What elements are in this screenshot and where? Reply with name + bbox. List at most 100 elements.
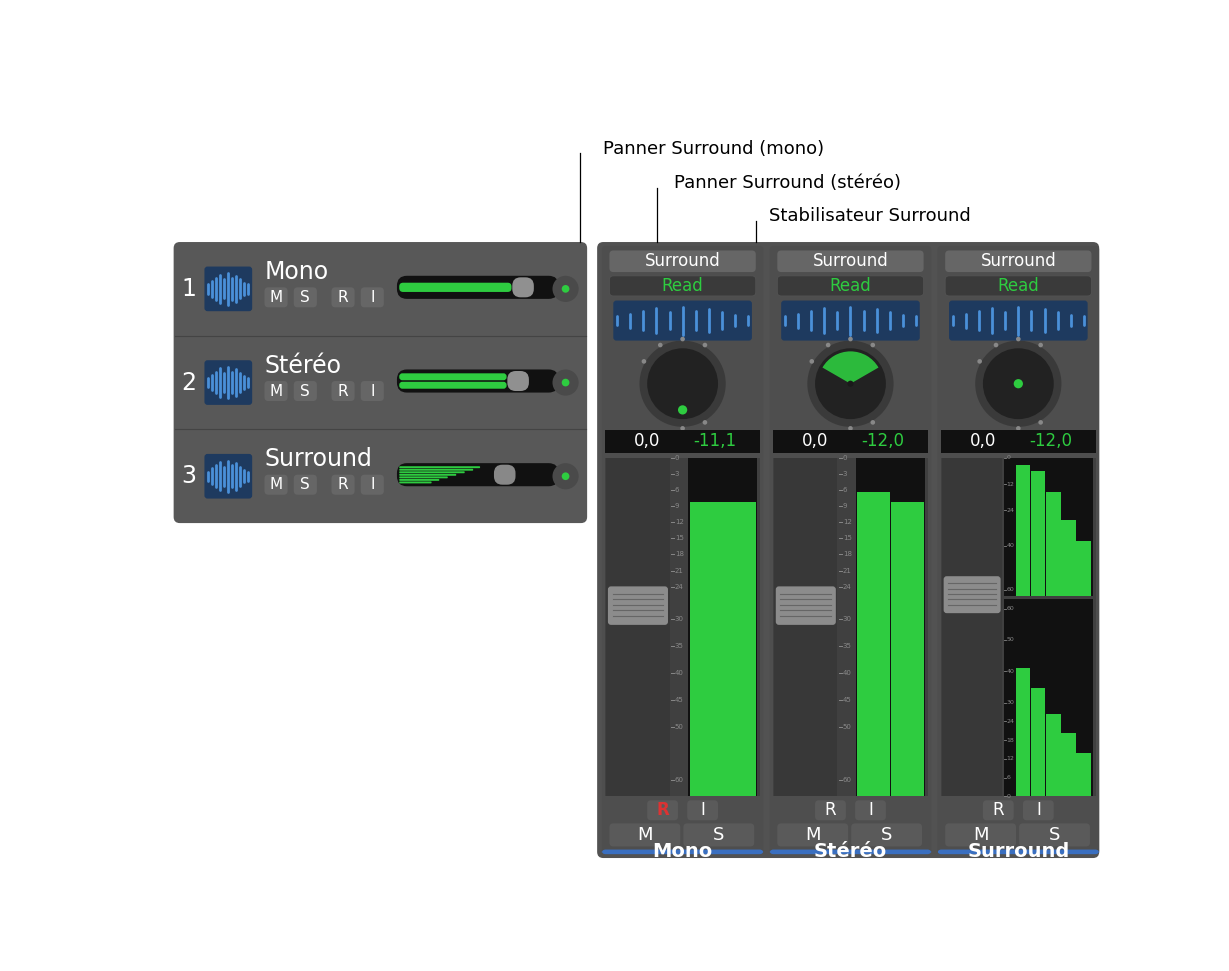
Circle shape (977, 359, 982, 364)
Text: 40: 40 (1007, 669, 1015, 674)
Bar (1046, 492, 1061, 596)
Text: 60: 60 (675, 778, 683, 784)
Circle shape (870, 343, 875, 348)
Text: R: R (993, 801, 1004, 820)
Bar (773, 457, 928, 796)
FancyBboxPatch shape (777, 823, 848, 847)
Text: 0: 0 (1007, 455, 1010, 460)
FancyBboxPatch shape (597, 242, 1099, 858)
Text: 18: 18 (675, 552, 683, 557)
Text: 9: 9 (675, 503, 680, 509)
FancyBboxPatch shape (397, 276, 559, 299)
Circle shape (807, 341, 893, 427)
FancyBboxPatch shape (983, 800, 1014, 820)
Bar (855, 457, 925, 796)
FancyBboxPatch shape (1023, 800, 1053, 820)
FancyBboxPatch shape (399, 466, 481, 468)
FancyBboxPatch shape (399, 469, 473, 471)
Circle shape (562, 285, 569, 292)
Circle shape (870, 420, 875, 424)
FancyBboxPatch shape (294, 381, 317, 401)
Text: M: M (637, 826, 653, 844)
FancyBboxPatch shape (399, 373, 506, 381)
Text: 3: 3 (675, 471, 680, 477)
Text: 1: 1 (182, 277, 197, 301)
FancyBboxPatch shape (815, 800, 846, 820)
FancyBboxPatch shape (397, 463, 559, 486)
FancyBboxPatch shape (361, 475, 383, 494)
Text: S: S (300, 289, 310, 305)
Text: I: I (370, 477, 375, 492)
Text: 30: 30 (675, 616, 683, 622)
Circle shape (658, 343, 662, 348)
Text: 30: 30 (843, 616, 852, 622)
FancyBboxPatch shape (399, 471, 465, 473)
Text: Surround: Surround (264, 448, 372, 471)
Text: 24: 24 (1007, 719, 1015, 723)
Text: 0,0: 0,0 (970, 432, 995, 451)
FancyBboxPatch shape (204, 453, 252, 498)
Text: Panner Surround (stéréo): Panner Surround (stéréo) (675, 174, 901, 192)
Text: 2: 2 (182, 371, 197, 394)
FancyBboxPatch shape (938, 246, 1099, 854)
Circle shape (1016, 426, 1020, 431)
Text: Surround: Surround (812, 252, 889, 270)
Bar (1077, 753, 1090, 796)
Text: 35: 35 (675, 643, 683, 649)
Text: 12: 12 (1007, 756, 1015, 761)
Bar (689, 502, 756, 796)
FancyBboxPatch shape (648, 800, 678, 820)
Bar (940, 457, 1096, 796)
Text: M: M (269, 384, 283, 398)
Text: Stéréo: Stéréo (264, 353, 342, 378)
Wedge shape (822, 352, 879, 384)
Text: I: I (370, 289, 375, 305)
Circle shape (703, 420, 707, 424)
Bar (1031, 472, 1046, 596)
Bar (1077, 541, 1090, 596)
FancyBboxPatch shape (512, 278, 533, 297)
FancyBboxPatch shape (399, 479, 439, 481)
Text: Mono: Mono (264, 260, 328, 284)
Circle shape (553, 463, 579, 489)
FancyBboxPatch shape (855, 800, 886, 820)
Text: 6: 6 (843, 486, 847, 493)
FancyBboxPatch shape (332, 475, 355, 494)
Text: R: R (825, 801, 836, 820)
Text: M: M (269, 477, 283, 492)
Text: 0,0: 0,0 (801, 432, 828, 451)
Text: 18: 18 (1007, 738, 1014, 743)
Text: 50: 50 (843, 723, 852, 729)
FancyBboxPatch shape (399, 477, 447, 479)
Text: 18: 18 (843, 552, 852, 557)
Circle shape (703, 343, 707, 348)
FancyBboxPatch shape (332, 287, 355, 308)
Text: 40: 40 (675, 670, 683, 676)
FancyBboxPatch shape (949, 301, 1088, 341)
Circle shape (562, 472, 569, 480)
Text: Surround: Surround (645, 252, 720, 270)
Text: 60: 60 (1007, 587, 1014, 592)
FancyBboxPatch shape (204, 267, 252, 311)
FancyBboxPatch shape (608, 586, 669, 625)
Circle shape (562, 379, 569, 386)
FancyBboxPatch shape (173, 242, 587, 523)
Text: 15: 15 (843, 535, 852, 541)
Circle shape (681, 337, 685, 342)
Text: 6: 6 (1007, 775, 1010, 780)
FancyBboxPatch shape (399, 283, 511, 292)
Text: 24: 24 (843, 584, 852, 589)
FancyBboxPatch shape (494, 465, 515, 485)
Text: 40: 40 (1007, 543, 1015, 549)
Text: 21: 21 (843, 568, 852, 574)
Text: 21: 21 (675, 568, 683, 574)
FancyBboxPatch shape (204, 360, 252, 405)
Text: 45: 45 (843, 696, 852, 703)
Text: 60: 60 (843, 778, 852, 784)
Text: S: S (881, 826, 892, 844)
Circle shape (642, 359, 646, 364)
Text: 12: 12 (1007, 482, 1015, 486)
Text: Read: Read (998, 277, 1040, 295)
Text: 15: 15 (675, 535, 683, 541)
Text: 50: 50 (675, 723, 683, 729)
